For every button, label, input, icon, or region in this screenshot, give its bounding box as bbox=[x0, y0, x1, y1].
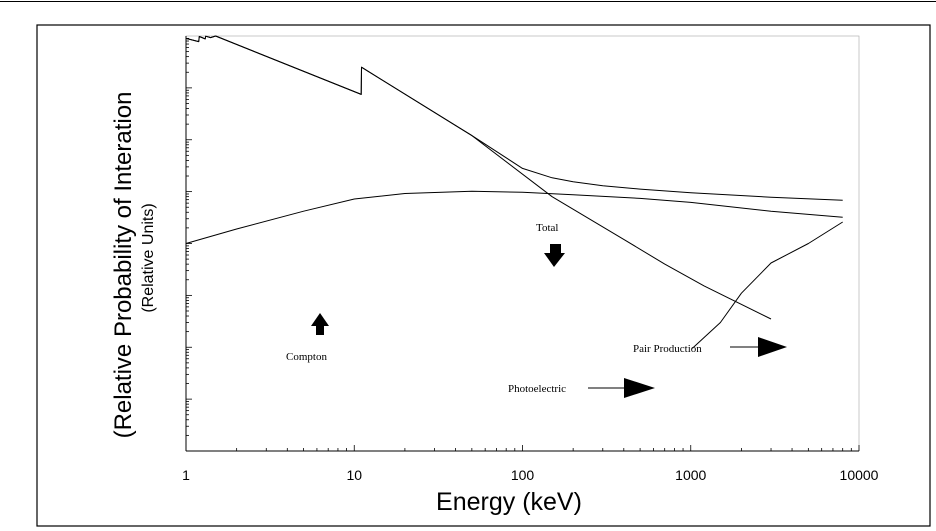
annotation-photoelectric: Photoelectric bbox=[508, 378, 655, 398]
x-axis-label: Energy (keV) bbox=[436, 488, 582, 516]
x-tick-label: 1000 bbox=[675, 467, 706, 483]
x-ticks bbox=[185, 445, 860, 451]
annotation-pair-production: Pair Production bbox=[633, 337, 787, 357]
annotation-compton: Compton bbox=[286, 313, 329, 363]
x-tick-label: 10000 bbox=[840, 467, 879, 483]
x-tick-label: 100 bbox=[511, 467, 535, 483]
arrow-total bbox=[544, 244, 565, 267]
annotation-compton-label: Compton bbox=[286, 351, 327, 363]
series-layer bbox=[185, 35, 843, 349]
series-line-pair-production bbox=[691, 221, 843, 349]
x-tick-label: 10 bbox=[346, 467, 362, 483]
arrow-pair-production bbox=[758, 337, 787, 357]
arrow-photoelectric bbox=[624, 378, 655, 398]
y-axis-sublabel: (Relative Units) bbox=[140, 203, 157, 312]
series-line-compton bbox=[185, 190, 843, 244]
y-axis-label: (Relative Probability of Interation bbox=[110, 92, 137, 439]
x-tick-labels: 1 10 100 1000 10000 bbox=[182, 467, 879, 483]
series-line-total bbox=[185, 35, 843, 201]
annotation-photoelectric-label: Photoelectric bbox=[508, 383, 566, 395]
annotation-total-label: Total bbox=[536, 222, 558, 234]
arrow-compton bbox=[311, 313, 329, 335]
x-tick-label: 1 bbox=[182, 467, 190, 483]
annotation-total: Total bbox=[536, 222, 565, 267]
annotation-pair-production-label: Pair Production bbox=[633, 343, 702, 355]
